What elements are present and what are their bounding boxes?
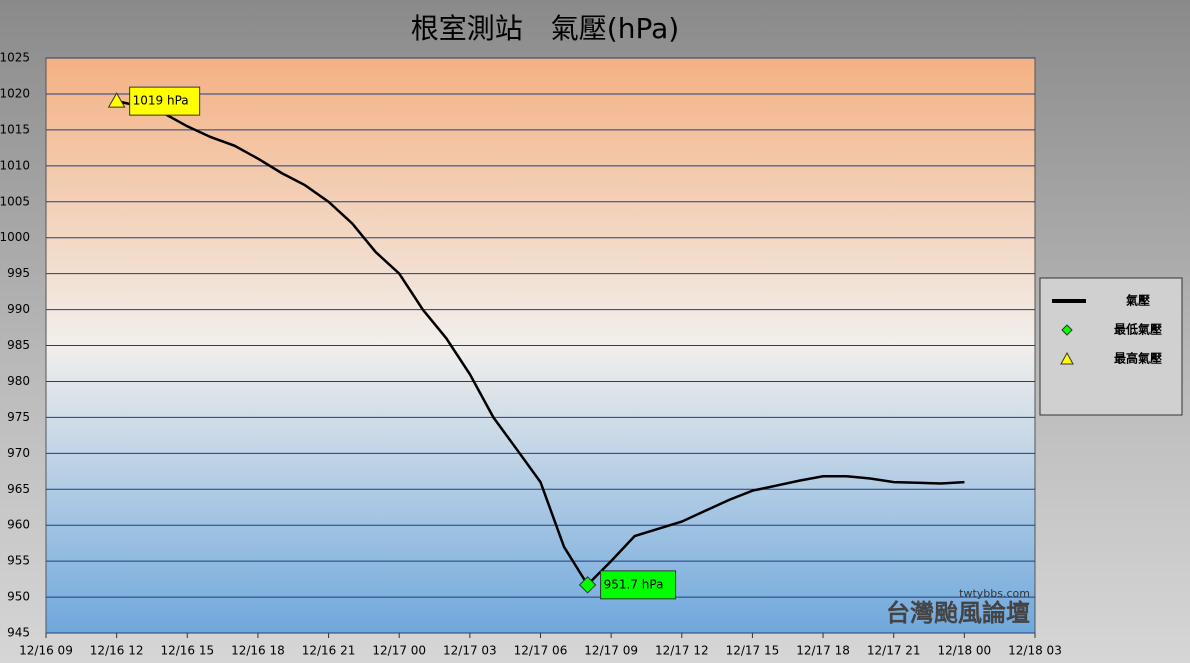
x-tick-label: 12/17 21 [867,644,921,658]
y-tick-label: 1025 [0,51,30,65]
y-tick-label: 965 [7,482,30,496]
data-label: 951.7 hPa [604,577,664,591]
chart-title: 根室測站 氣壓(hPa) [411,12,679,45]
x-tick-label: 12/16 15 [160,644,214,658]
max-marker [107,92,126,108]
x-tick-label: 12/16 18 [231,644,285,658]
y-tick-label: 995 [7,266,30,280]
y-tick-label: 970 [7,446,30,460]
watermark: 台灣颱風論壇 [886,599,1030,627]
data-label-box [600,570,677,600]
legend-label: 氣壓 [1126,293,1150,308]
legend-swatch [1061,324,1073,336]
legend-box [1039,277,1183,416]
y-tick-label: 950 [7,590,30,604]
x-tick-label: 12/17 15 [726,644,780,658]
y-tick-label: 985 [7,338,30,352]
y-tick-label: 980 [7,374,30,388]
x-tick-label: 12/17 18 [796,644,850,658]
legend-label: 最高氣壓 [1114,351,1162,366]
x-tick-label: 12/17 09 [584,644,638,658]
x-tick-label: 12/16 12 [90,644,144,658]
y-tick-label: 1015 [0,122,30,136]
x-tick-label: 12/17 00 [372,644,426,658]
y-tick-label: 1010 [0,158,30,172]
pressure-line [116,99,965,587]
y-tick-label: 1005 [0,194,30,208]
x-tick-label: 12/17 03 [443,644,497,658]
data-label-box [129,86,201,116]
y-tick-label: 975 [7,410,30,424]
x-tick-label: 12/18 03 [1008,644,1062,658]
y-tick-label: 990 [7,302,30,316]
x-tick-label: 12/17 06 [514,644,568,658]
y-tick-label: 960 [7,518,30,532]
legend-label: 最低氣壓 [1114,322,1162,337]
y-tick-label: 955 [7,554,30,568]
min-marker [578,576,597,594]
legend-swatch [1060,351,1074,365]
y-tick-label: 1000 [0,230,30,244]
y-tick-label: 945 [7,626,30,640]
x-tick-label: 12/16 21 [302,644,356,658]
data-label: 1019 hPa [133,94,189,108]
x-tick-label: 12/16 09 [19,644,73,658]
y-tick-label: 1020 [0,86,30,100]
x-tick-label: 12/17 12 [655,644,709,658]
x-tick-label: 12/18 00 [938,644,992,658]
